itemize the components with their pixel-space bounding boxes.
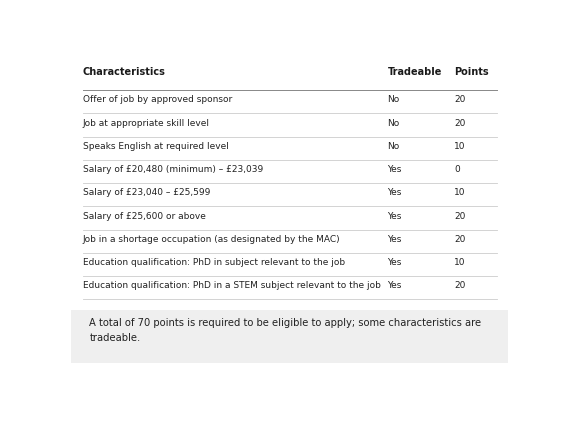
Text: Tradeable: Tradeable xyxy=(387,67,442,77)
Text: Characteristics: Characteristics xyxy=(83,67,166,77)
Text: Salary of £25,600 or above: Salary of £25,600 or above xyxy=(83,212,206,221)
Text: A total of 70 points is required to be eligible to apply; some characteristics a: A total of 70 points is required to be e… xyxy=(89,318,482,343)
Text: No: No xyxy=(387,95,400,104)
Text: Yes: Yes xyxy=(387,212,402,221)
Text: Job at appropriate skill level: Job at appropriate skill level xyxy=(83,119,210,127)
Text: Yes: Yes xyxy=(387,281,402,290)
Text: Points: Points xyxy=(454,67,489,77)
Text: Job in a shortage occupation (as designated by the MAC): Job in a shortage occupation (as designa… xyxy=(83,235,340,244)
Text: 10: 10 xyxy=(454,142,466,151)
Text: 0: 0 xyxy=(454,165,460,174)
Text: Education qualification: PhD in a STEM subject relevant to the job: Education qualification: PhD in a STEM s… xyxy=(83,281,381,290)
Text: No: No xyxy=(387,119,400,127)
Text: 20: 20 xyxy=(454,235,466,244)
Text: 10: 10 xyxy=(454,258,466,267)
Text: Speaks English at required level: Speaks English at required level xyxy=(83,142,228,151)
Text: Salary of £20,480 (minimum) – £23,039: Salary of £20,480 (minimum) – £23,039 xyxy=(83,165,263,174)
Text: 20: 20 xyxy=(454,119,466,127)
Text: 10: 10 xyxy=(454,188,466,197)
Text: 20: 20 xyxy=(454,212,466,221)
Text: Yes: Yes xyxy=(387,235,402,244)
Text: Salary of £23,040 – £25,599: Salary of £23,040 – £25,599 xyxy=(83,188,210,197)
Text: Yes: Yes xyxy=(387,165,402,174)
Bar xyxy=(70,310,508,363)
Text: Offer of job by approved sponsor: Offer of job by approved sponsor xyxy=(83,95,232,104)
Text: Yes: Yes xyxy=(387,188,402,197)
Text: Yes: Yes xyxy=(387,258,402,267)
Text: 20: 20 xyxy=(454,281,466,290)
Text: Education qualification: PhD in subject relevant to the job: Education qualification: PhD in subject … xyxy=(83,258,345,267)
Text: 20: 20 xyxy=(454,95,466,104)
Text: No: No xyxy=(387,142,400,151)
